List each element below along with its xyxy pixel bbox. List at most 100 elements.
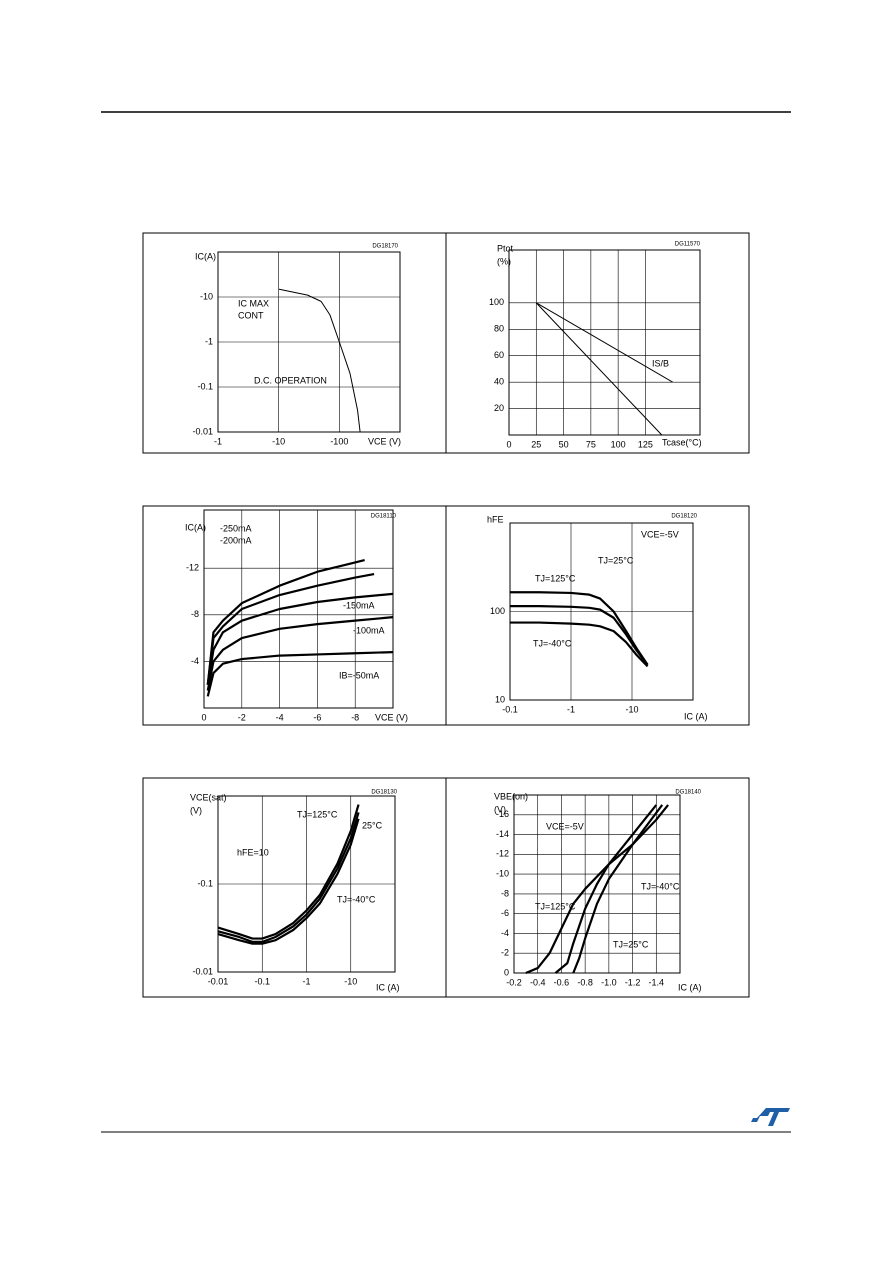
x-tick-label: 50	[559, 439, 569, 449]
y-axis-label: VCE(sat)	[190, 792, 227, 802]
curve	[510, 605, 649, 666]
annotation: IC MAX	[238, 298, 269, 308]
figure-id: DG18110	[371, 514, 397, 520]
figure-id: DG11570	[675, 242, 701, 248]
x-tick-label: -4	[276, 712, 284, 722]
x-tick-label: -1.4	[649, 977, 665, 987]
y-axis-label: (%)	[497, 256, 511, 266]
y-tick-label: -0.01	[192, 426, 213, 436]
curve-label: TJ=25°C	[598, 555, 634, 565]
curve	[217, 804, 360, 940]
curve	[278, 288, 361, 433]
curve-label: TJ=-40°C	[533, 638, 572, 648]
y-tick-label: 100	[489, 297, 504, 307]
y-tick-label: -4	[191, 656, 199, 666]
y-tick-label: -4	[501, 928, 509, 938]
panel-frame	[445, 232, 750, 454]
y-tick-label: 40	[494, 377, 504, 387]
curve	[525, 804, 664, 975]
curve	[536, 302, 673, 383]
curve-label: TJ=125°C	[297, 809, 338, 819]
curve	[206, 616, 394, 691]
x-tick-label: -10	[272, 436, 285, 446]
curve	[206, 592, 394, 685]
annotation: D.C. OPERATION	[254, 375, 327, 385]
x-tick-label: -1	[567, 704, 575, 714]
x-axis-label: Tcase(°C)	[662, 437, 702, 447]
x-tick-label: 100	[611, 439, 626, 449]
x-tick-label: -0.4	[530, 977, 546, 987]
x-tick-label: -2	[238, 712, 246, 722]
st-logo	[751, 1108, 790, 1126]
x-tick-label: 125	[638, 439, 653, 449]
curve	[510, 591, 649, 666]
y-tick-label: -1	[205, 336, 213, 346]
y-tick-label: -8	[501, 888, 509, 898]
y-tick-label: -10	[496, 868, 509, 878]
x-tick-label: -10	[344, 976, 357, 986]
curve-label: TJ=25°C	[613, 939, 649, 949]
curve-label: TJ=125°C	[535, 573, 576, 583]
curve	[510, 621, 649, 668]
x-tick-label: -0.8	[577, 977, 593, 987]
curve	[206, 572, 375, 685]
y-tick-label: -8	[191, 609, 199, 619]
figure-id: DG18170	[372, 244, 398, 250]
annotation: CONT	[238, 310, 264, 320]
y-axis-label: Ptot	[497, 243, 514, 253]
x-axis-label: VCE (V)	[368, 436, 401, 446]
annotation: VCE=-5V	[641, 529, 679, 539]
curve-label: IS/B	[652, 358, 669, 368]
figure-id: DG18140	[675, 790, 701, 796]
figure-id: DG18130	[371, 790, 397, 796]
x-tick-label: -1	[214, 436, 222, 446]
x-tick-label: -0.2	[506, 977, 522, 987]
x-tick-label: -100	[330, 436, 348, 446]
figure-id: DG18120	[671, 514, 697, 520]
panel-frame	[142, 232, 447, 454]
x-tick-label: -6	[313, 712, 321, 722]
curve	[535, 302, 663, 436]
x-tick-label: 75	[586, 439, 596, 449]
y-axis-label: (V)	[494, 804, 506, 814]
x-tick-label: -0.01	[208, 976, 229, 986]
y-tick-label: 20	[494, 403, 504, 413]
y-axis-label: VBE(on)	[494, 791, 528, 801]
y-tick-label: -14	[496, 829, 509, 839]
y-axis-label: IC(A)	[195, 251, 216, 261]
y-tick-label: -0.01	[192, 966, 213, 976]
curve	[217, 812, 360, 943]
curve-label: 25°C	[362, 820, 383, 830]
panel-frame	[445, 777, 750, 998]
y-tick-label: -6	[501, 908, 509, 918]
x-axis-label: IC (A)	[684, 711, 708, 721]
curve-label: -250mA	[220, 523, 252, 533]
curve	[206, 650, 394, 697]
curve-label: TJ=-40°C	[337, 894, 376, 904]
y-tick-label: 10	[495, 694, 505, 704]
logo-shape	[751, 1108, 790, 1126]
curve-label: -100mA	[353, 625, 385, 635]
y-axis-label: hFE	[487, 514, 504, 524]
annotation: hFE=10	[237, 847, 269, 857]
y-tick-label: 100	[490, 606, 505, 616]
curve-label: TJ=125°C	[535, 901, 576, 911]
y-tick-label: -0.1	[197, 381, 213, 391]
x-tick-label: -1.2	[625, 977, 641, 987]
x-tick-label: 0	[506, 439, 511, 449]
curve-label: -200mA	[220, 535, 252, 545]
y-tick-label: -12	[496, 849, 509, 859]
y-axis-label: IC(A)	[185, 522, 206, 532]
y-tick-label: 60	[494, 350, 504, 360]
curve-label: IB=-50mA	[339, 670, 379, 680]
y-tick-label: 80	[494, 324, 504, 334]
x-tick-label: -1.0	[601, 977, 617, 987]
curve-label: TJ=-40°C	[641, 881, 680, 891]
x-tick-label: -0.1	[254, 976, 270, 986]
x-axis-label: IC (A)	[678, 982, 702, 992]
x-tick-label: -1	[302, 976, 310, 986]
x-tick-label: 0	[201, 712, 206, 722]
panel-frame	[445, 505, 750, 726]
